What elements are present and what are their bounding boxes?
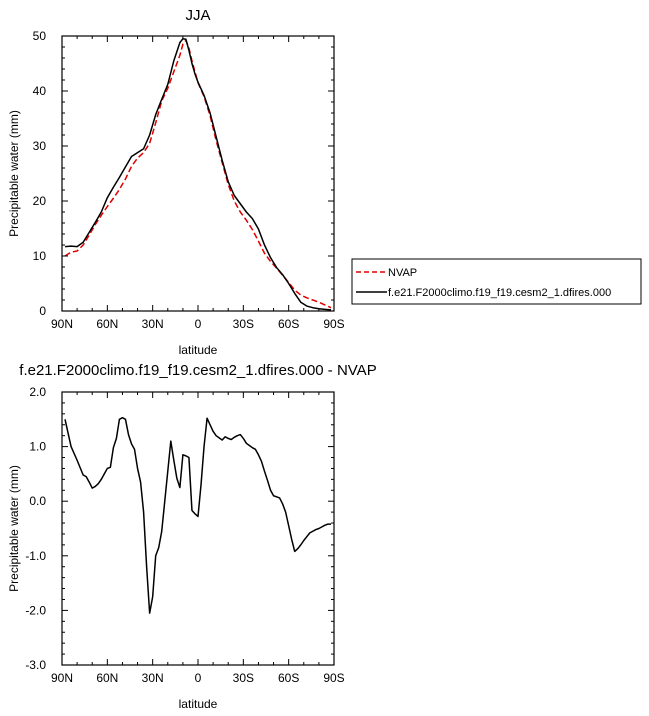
bottom-chart: f.e21.F2000climo.f19_f19.cesm2_1.dfires.…: [7, 362, 377, 711]
top-chart: JJA 90N 60N 30N 0 30S 60S 90S 0 10 20 30 40 50 latitud…: [7, 7, 345, 357]
bottom-y-tick-label: 0.0: [29, 494, 46, 508]
top-x-tick-label: 60S: [278, 317, 299, 331]
bottom-y-tick-label: 2.0: [29, 385, 46, 399]
top-chart-title: JJA: [185, 7, 210, 24]
top-x-tick-label: 60N: [96, 317, 118, 331]
legend-label-1: f.e21.F2000climo.f19_f19.cesm2_1.dfires.…: [388, 287, 611, 299]
top-x-tick-label: 90S: [323, 317, 344, 331]
bottom-chart-title: f.e21.F2000climo.f19_f19.cesm2_1.dfires.…: [19, 362, 376, 379]
top-x-tick-label: 90N: [51, 317, 73, 331]
bottom-plot-frame: [61, 391, 335, 666]
legend: NVAP f.e21.F2000climo.f19_f19.cesm2_1.dfi…: [351, 258, 642, 305]
top-y-axis-label: Precipitable water (mm): [7, 110, 21, 237]
bottom-x-tick-label: 90N: [51, 671, 73, 685]
top-y-tick-label: 40: [33, 84, 47, 98]
top-x-tick-label: 0: [195, 317, 202, 331]
bottom-x-tick-label: 60N: [96, 671, 118, 685]
bottom-x-tick-label: 0: [195, 671, 202, 685]
bottom-x-tick-label: 90S: [323, 671, 344, 685]
bottom-x-axis-label: latitude: [179, 697, 218, 711]
top-x-tick-label: 30N: [142, 317, 164, 331]
top-series-line-1: [64, 38, 332, 311]
bottom-y-tick-label: 1.0: [29, 440, 46, 454]
bottom-y-tick-label: -2.0: [25, 603, 46, 617]
top-y-tick-label: 20: [33, 194, 47, 208]
top-y-tick-label: 30: [33, 139, 47, 153]
bottom-y-tick-label: -1.0: [25, 549, 46, 563]
bottom-x-tick-label: 30N: [142, 671, 164, 685]
bottom-y-axis-label: Precipitable water (mm): [7, 465, 21, 592]
legend-box: [351, 258, 642, 305]
bottom-series-line-0: [64, 416, 331, 614]
bottom-x-tick-label: 30S: [233, 671, 254, 685]
legend-label-0: NVAP: [388, 267, 417, 279]
bottom-x-tick-label: 60S: [278, 671, 299, 685]
top-y-tick-label: 0: [39, 304, 46, 318]
bottom-y-tick-label: -3.0: [25, 658, 46, 672]
top-plot-frame: [61, 35, 335, 312]
top-y-tick-label: 10: [33, 249, 47, 263]
top-x-tick-label: 30S: [233, 317, 254, 331]
top-y-tick-label: 50: [33, 29, 47, 43]
top-x-axis-label: latitude: [179, 343, 218, 357]
